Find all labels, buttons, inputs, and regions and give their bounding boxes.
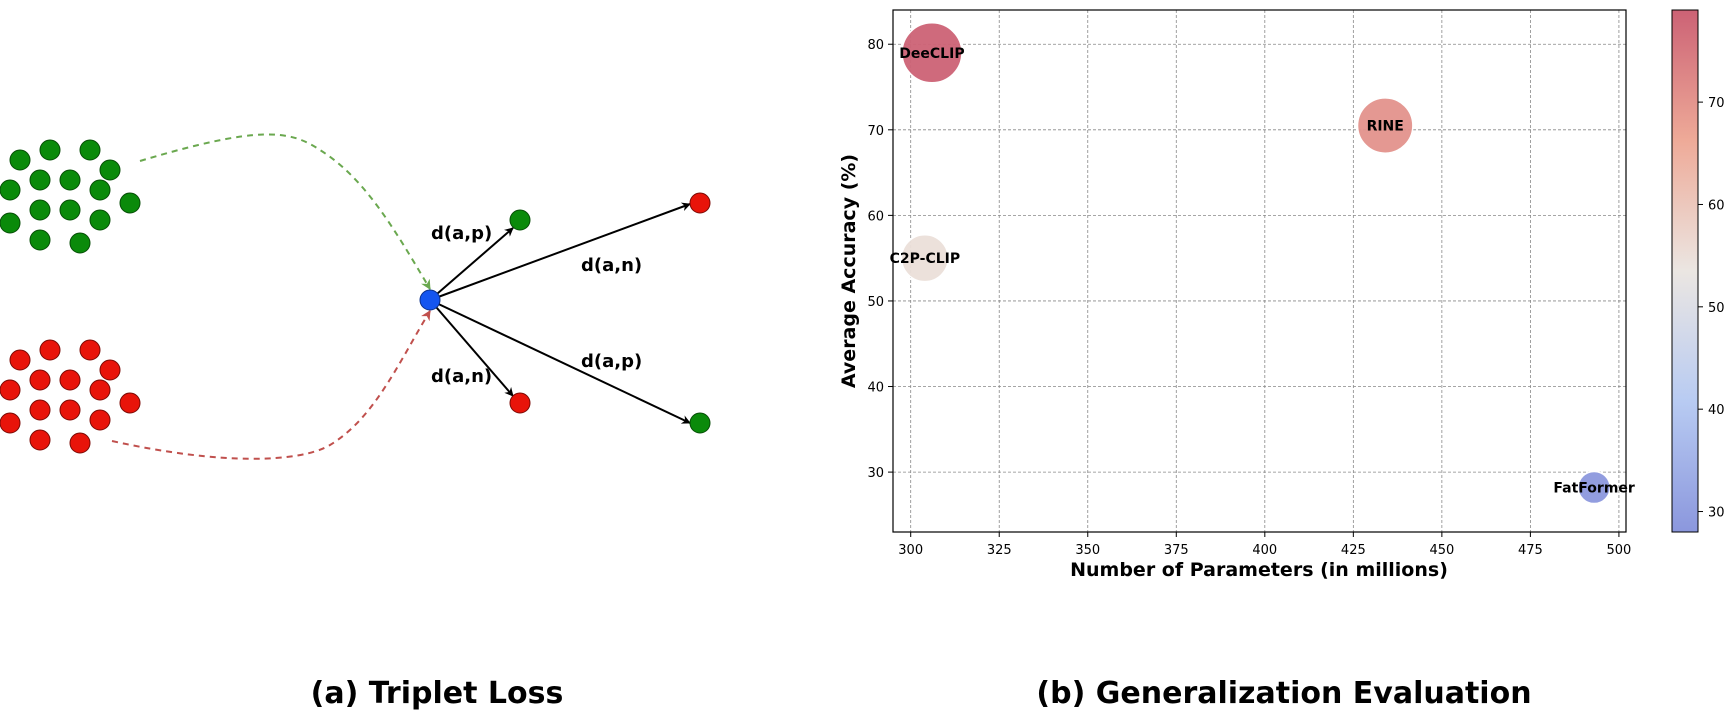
negative-cluster-point (69, 432, 91, 454)
x-tick-label: 400 (1252, 543, 1277, 558)
y-axis-ticks: 30 40 50 60 70 80 (867, 38, 893, 481)
y-tick-label: 50 (867, 295, 884, 310)
bubble-label: C2P-CLIP (890, 251, 961, 267)
colorbar (1671, 9, 1699, 533)
x-tick-label: 325 (987, 543, 1012, 558)
arrow-anchor-lower-negative (429, 299, 514, 397)
x-axis-ticks: 300 325 350 375 400 425 450 475 500 (898, 532, 1631, 558)
y-tick-label: 80 (867, 38, 884, 53)
positive-cluster-point (9, 149, 31, 171)
positive-cluster-point (59, 199, 81, 221)
positive-cluster-point (99, 159, 121, 181)
negative-cluster-point (99, 359, 121, 381)
negative-cluster-point (39, 339, 61, 361)
negative-cluster-point (89, 379, 111, 401)
arrow-anchor-lower-positive (429, 299, 691, 424)
plot-frame (892, 9, 1627, 533)
positive-cluster-point (59, 169, 81, 191)
colorbar-tick-label: 50 (1708, 301, 1725, 316)
bubble-c2p-clip (900, 234, 950, 283)
label-lower-negative: d(a,n) (431, 366, 492, 387)
negative-cluster (0, 339, 141, 454)
y-tick-label: 30 (867, 466, 884, 481)
x-tick-label: 425 (1341, 543, 1366, 558)
negative-sample-far (689, 192, 711, 214)
colorbar-tick-label: 70 (1708, 96, 1725, 111)
negative-cluster-point (9, 349, 31, 371)
grid-lines (893, 10, 1626, 532)
positive-cluster-point (0, 212, 21, 234)
positive-cluster-point (69, 232, 91, 254)
label-lower-positive: d(a,p) (581, 351, 642, 372)
negative-cluster-point (0, 379, 21, 401)
bubble-label: RINE (1367, 119, 1404, 135)
positive-cluster-point (79, 139, 101, 161)
x-tick-label: 375 (1164, 543, 1189, 558)
label-upper-positive: d(a,p) (431, 223, 492, 244)
label-upper-negative: d(a,n) (581, 255, 642, 276)
y-tick-label: 70 (867, 124, 884, 139)
positive-sample-far (689, 412, 711, 434)
negative-cluster-point (29, 369, 51, 391)
bubble-chart: 300 325 350 375 400 425 450 475 500 30 40 50 60 70 80… (838, 9, 1725, 711)
negative-cluster-point (89, 409, 111, 431)
bubbles: DeeCLIP RINE C2P-CLIP FatFormer (890, 22, 1635, 505)
negative-curve-arrow (111, 310, 431, 460)
colorbar-tick-label: 60 (1708, 198, 1725, 213)
positive-cluster-point (119, 192, 141, 214)
y-tick-label: 40 (867, 381, 884, 396)
x-axis-label: Number of Parameters (in millions) (1070, 559, 1448, 581)
bubble-label: DeeCLIP (899, 46, 964, 62)
negative-cluster-point (119, 392, 141, 414)
triplet-loss-diagram: d(a,p) d(a,n) d(a,n) d(a,p) (a) Triplet … (0, 133, 711, 711)
negative-cluster-point (59, 399, 81, 421)
positive-cluster-point (89, 179, 111, 201)
x-tick-label: 450 (1429, 543, 1454, 558)
arrow-anchor-upper-negative (429, 202, 691, 301)
negative-cluster-point (0, 412, 21, 434)
bubble-fatformer (1577, 470, 1611, 505)
positive-cluster-point (29, 169, 51, 191)
bubble-label: FatFormer (1553, 481, 1634, 497)
colorbar-tick-label: 40 (1708, 403, 1725, 418)
bubble-deeclip (901, 22, 963, 84)
negative-cluster-point (29, 399, 51, 421)
positive-cluster-point (39, 139, 61, 161)
positive-cluster-point (29, 229, 51, 251)
colorbar-tick-label: 30 (1708, 506, 1725, 521)
caption-b: (b) Generalization Evaluation (1036, 676, 1531, 711)
positive-cluster-point (29, 199, 51, 221)
caption-a: (a) Triplet Loss (311, 676, 564, 711)
negative-cluster-point (79, 339, 101, 361)
positive-cluster (0, 139, 141, 254)
positive-curve-arrow (139, 133, 431, 290)
y-tick-label: 60 (867, 209, 884, 224)
positive-cluster-point (89, 209, 111, 231)
positive-cluster-point (0, 179, 21, 201)
arrow-anchor-upper-positive (429, 227, 514, 301)
anchor-sample (419, 289, 441, 311)
negative-cluster-point (29, 429, 51, 451)
positive-sample-near (509, 209, 531, 231)
bubble-rine (1356, 97, 1414, 154)
x-tick-label: 500 (1607, 543, 1632, 558)
negative-cluster-point (59, 369, 81, 391)
y-axis-label: Average Accuracy (%) (838, 154, 860, 388)
x-tick-label: 350 (1075, 543, 1100, 558)
colorbar-ticks: 30 40 50 60 70 (1698, 96, 1725, 521)
x-tick-label: 475 (1518, 543, 1543, 558)
negative-sample-near (509, 392, 531, 414)
x-tick-label: 300 (898, 543, 923, 558)
